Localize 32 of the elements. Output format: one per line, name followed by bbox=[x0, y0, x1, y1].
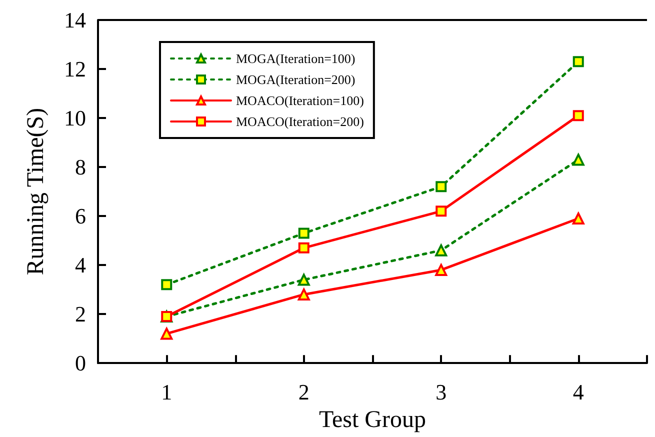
point bbox=[298, 228, 310, 239]
legend-label: MOGA(Iteration=100) bbox=[236, 51, 356, 66]
point bbox=[298, 242, 310, 254]
point bbox=[298, 288, 310, 300]
x-axis-title: Test Group bbox=[319, 407, 426, 433]
y-tick-label: 2 bbox=[75, 302, 86, 327]
point bbox=[572, 56, 584, 68]
y-tick-label: 4 bbox=[75, 252, 86, 278]
y-tick-label: 12 bbox=[64, 56, 86, 82]
point bbox=[436, 181, 447, 192]
point bbox=[161, 279, 172, 290]
point bbox=[572, 110, 584, 122]
y-tick-label: 8 bbox=[75, 154, 86, 180]
y-tick-label: 6 bbox=[75, 204, 86, 229]
y-tick-label: 0 bbox=[75, 350, 86, 376]
legend-label: MOACO(Iteration=200) bbox=[236, 114, 364, 129]
point bbox=[435, 264, 448, 276]
y-axis-title: Running Time(S) bbox=[23, 108, 49, 276]
y-tick-label: 14 bbox=[64, 8, 86, 32]
legend-label: MOACO(Iteration=100) bbox=[236, 93, 364, 108]
x-tick-label: 1 bbox=[161, 380, 172, 405]
point bbox=[436, 206, 447, 217]
point bbox=[298, 274, 310, 286]
x-tick-label: 2 bbox=[298, 380, 310, 405]
point bbox=[160, 328, 173, 340]
point bbox=[572, 154, 584, 166]
point bbox=[435, 244, 448, 256]
legend-label: MOGA(Iteration=200) bbox=[236, 72, 356, 87]
point bbox=[572, 212, 584, 225]
x-tick-label: 3 bbox=[436, 380, 447, 405]
y-tick-label: 10 bbox=[64, 106, 86, 131]
x-tick-label: 4 bbox=[572, 380, 584, 405]
